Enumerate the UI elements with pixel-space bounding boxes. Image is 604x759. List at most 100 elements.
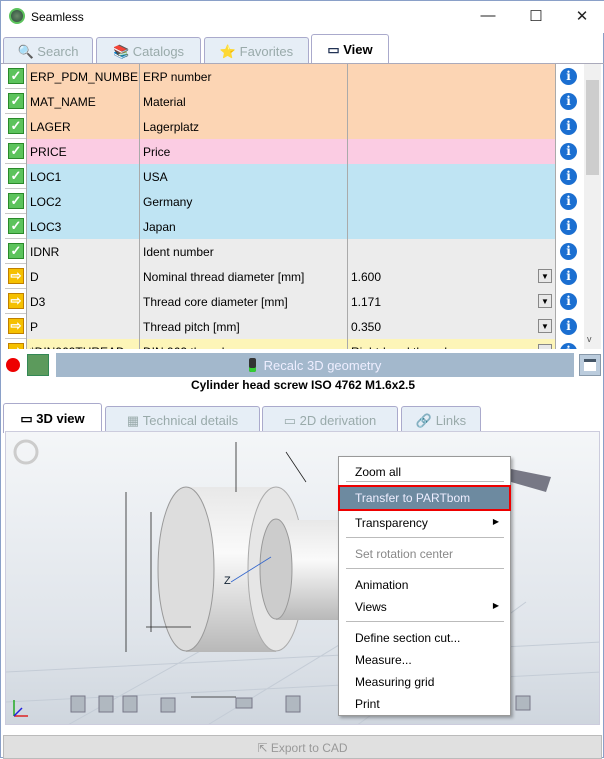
submenu-arrow-icon: ▶ — [492, 601, 499, 610]
table-row[interactable]: ✓ LOC2 Germany i — [5, 189, 581, 214]
menu-item-set-rotation-center[interactable]: Set rotation center — [340, 543, 509, 565]
arrow-right-icon: ⇨ — [8, 343, 24, 349]
info-button[interactable]: i — [556, 264, 581, 289]
param-value[interactable] — [348, 89, 556, 114]
param-value[interactable] — [348, 114, 556, 139]
tab-2d-derivation[interactable]: ▭ 2D derivation — [262, 406, 398, 433]
scroll-down-icon[interactable]: v — [587, 334, 592, 344]
magnifier-tool-icon[interactable] — [27, 354, 49, 376]
close-button[interactable]: ✕ — [575, 8, 589, 25]
status-cell: ✓ — [5, 114, 27, 139]
table-row[interactable]: ⇨ P Thread pitch [mm] 0.350 ▼ i — [5, 314, 581, 339]
bottom-tabs: ▭ 3D view ▦ Technical details ▭ 2D deriv… — [3, 403, 603, 433]
table-row[interactable]: ✓ LAGER Lagerplatz i — [5, 114, 581, 139]
tab-label: Catalogs — [132, 44, 185, 59]
chevron-down-icon[interactable]: ▼ — [538, 319, 552, 333]
table-row[interactable]: ⇨ D Nominal thread diameter [mm] 1.600 ▼ … — [5, 264, 581, 289]
tab-label: 3D view — [36, 411, 85, 426]
info-button[interactable]: i — [556, 239, 581, 264]
info-button[interactable]: i — [556, 139, 581, 164]
info-icon: i — [560, 168, 577, 185]
param-description: Thread pitch [mm] — [140, 314, 348, 339]
table-row[interactable]: ✓ LOC1 USA i — [5, 164, 581, 189]
maximize-button[interactable]: ☐ — [529, 8, 543, 25]
drawing-icon: ▭ — [283, 413, 300, 428]
info-button[interactable]: i — [556, 314, 581, 339]
table-row[interactable]: ⇨ *DIN962THREAD DIN 962 thread Right-han… — [5, 339, 581, 349]
menu-item-transparency[interactable]: Transparency ▶ — [340, 512, 509, 534]
param-value[interactable] — [348, 189, 556, 214]
menu-item-measure[interactable]: Measure... — [340, 649, 509, 671]
param-value[interactable] — [348, 164, 556, 189]
menu-item-measuring-grid[interactable]: Measuring grid — [340, 671, 509, 693]
info-icon: i — [560, 293, 577, 310]
param-name: *DIN962THREAD — [27, 339, 140, 349]
tab-view[interactable]: ▭ View — [311, 34, 389, 64]
info-button[interactable]: i — [556, 89, 581, 114]
tab-technical-details[interactable]: ▦ Technical details — [105, 406, 260, 433]
table-view-button[interactable] — [579, 354, 601, 376]
export-to-cad-button[interactable]: ⇱ Export to CAD — [3, 735, 602, 759]
floor-grid — [6, 591, 599, 724]
param-description: Price — [140, 139, 348, 164]
param-name: D3 — [27, 289, 140, 314]
menu-item-views[interactable]: Views ▶ — [340, 596, 509, 618]
info-button[interactable]: i — [556, 289, 581, 314]
tab-links[interactable]: 🔗 Links — [401, 406, 481, 433]
info-button[interactable]: i — [556, 214, 581, 239]
param-description: DIN 962 thread — [140, 339, 348, 349]
info-button[interactable]: i — [556, 114, 581, 139]
table-icon — [584, 359, 596, 371]
menu-item-label: Zoom all — [355, 465, 402, 479]
info-button[interactable]: i — [556, 189, 581, 214]
table-row[interactable]: ✓ PRICE Price i — [5, 139, 581, 164]
tab-3d-view[interactable]: ▭ 3D view — [3, 403, 102, 433]
param-value[interactable]: 1.171 ▼ — [348, 289, 556, 314]
param-value[interactable]: 0.350 ▼ — [348, 314, 556, 339]
menu-item-zoom-all[interactable]: Zoom all — [340, 461, 509, 483]
param-value[interactable] — [348, 139, 556, 164]
info-button[interactable]: i — [556, 164, 581, 189]
param-value[interactable] — [348, 214, 556, 239]
param-value[interactable]: 1.600 ▼ — [348, 264, 556, 289]
chevron-down-icon[interactable]: ▼ — [538, 344, 552, 349]
recalc-3d-button[interactable]: Recalc 3D geometry — [56, 353, 574, 377]
tab-label: Technical details — [142, 413, 239, 428]
table-row[interactable]: ✓ MAT_NAME Material i — [5, 89, 581, 114]
menu-item-print[interactable]: Print — [340, 693, 509, 715]
axis-triad-icon — [13, 700, 28, 717]
details-icon: ▦ — [126, 413, 143, 428]
param-description: Thread core diameter [mm] — [140, 289, 348, 314]
chevron-down-icon[interactable]: ▼ — [538, 294, 552, 308]
menu-item-label: Transparency — [355, 516, 428, 530]
param-description: Germany — [140, 189, 348, 214]
table-row[interactable]: ✓ IDNR Ident number i — [5, 239, 581, 264]
vertical-scrollbar[interactable]: v — [584, 64, 601, 349]
chevron-down-icon[interactable]: ▼ — [538, 269, 552, 283]
scrollbar-thumb[interactable] — [586, 80, 599, 175]
table-row[interactable]: ⇨ D3 Thread core diameter [mm] 1.171 ▼ i — [5, 289, 581, 314]
param-value[interactable] — [348, 64, 556, 89]
param-description: Nominal thread diameter [mm] — [140, 264, 348, 289]
tab-favorites[interactable]: ⭐ Favorites — [204, 37, 309, 64]
info-button[interactable]: i — [556, 339, 581, 349]
menu-item-animation[interactable]: Animation — [340, 574, 509, 596]
table-row[interactable]: ✓ ERP_PDM_NUMBER ERP number i — [5, 64, 581, 89]
menu-item-define-section-cut[interactable]: Define section cut... — [340, 627, 509, 649]
minimize-button[interactable]: — — [480, 7, 496, 24]
param-value[interactable] — [348, 239, 556, 264]
tab-search[interactable]: 🔍 Search — [3, 37, 93, 64]
info-icon: i — [560, 318, 577, 335]
info-button[interactable]: i — [556, 64, 581, 89]
record-indicator[interactable] — [6, 358, 20, 372]
menu-item-transfer-to-partbom[interactable]: Transfer to PARTbom — [338, 485, 511, 511]
param-value[interactable]: Right-hand thread ▼ — [348, 339, 556, 349]
status-cell: ✓ — [5, 89, 27, 114]
info-icon: i — [560, 343, 577, 349]
view-icon: ▭ — [20, 411, 37, 426]
traffic-light-icon — [248, 358, 256, 372]
tab-catalogs[interactable]: 📚 Catalogs — [96, 37, 201, 64]
table-row[interactable]: ✓ LOC3 Japan i — [5, 214, 581, 239]
status-cell: ⇨ — [5, 289, 27, 314]
export-icon: ⇱ — [257, 741, 271, 755]
